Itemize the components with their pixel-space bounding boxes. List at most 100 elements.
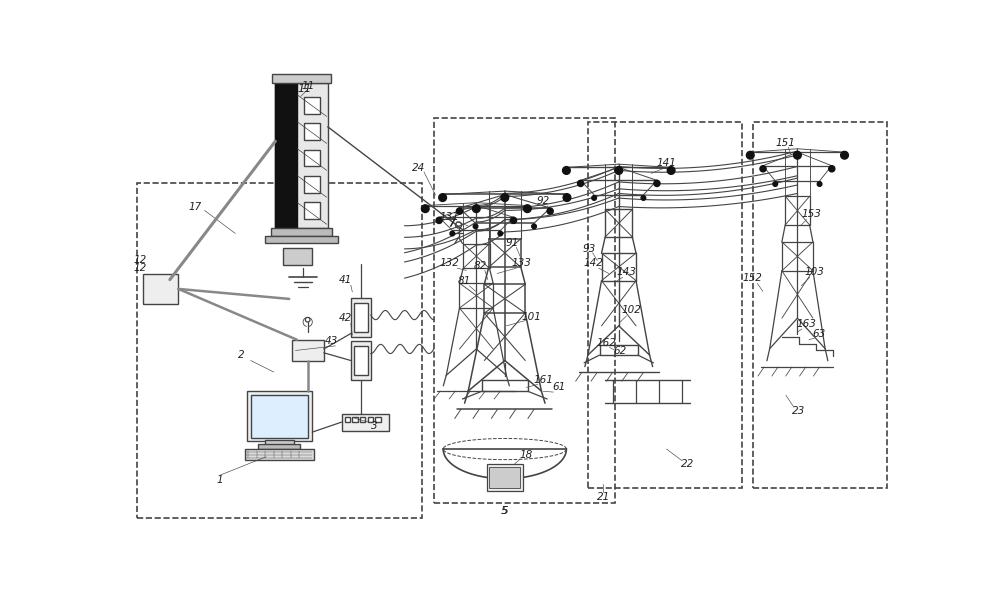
Text: 131: 131 <box>439 212 459 221</box>
Bar <box>342 414 389 431</box>
Bar <box>275 83 328 228</box>
Bar <box>354 303 368 332</box>
Circle shape <box>524 205 531 212</box>
Text: 132: 132 <box>439 258 459 268</box>
Text: 62: 62 <box>614 346 627 355</box>
Bar <box>351 341 371 380</box>
Circle shape <box>794 151 801 159</box>
Text: 142: 142 <box>583 258 603 268</box>
Bar <box>375 417 381 422</box>
Bar <box>345 417 350 422</box>
Bar <box>304 123 320 141</box>
Bar <box>360 417 365 422</box>
Circle shape <box>501 194 509 202</box>
Text: 21: 21 <box>597 492 610 502</box>
Text: 11: 11 <box>297 84 312 94</box>
Text: 82: 82 <box>474 261 487 271</box>
Text: 17: 17 <box>189 202 202 212</box>
Circle shape <box>450 231 455 236</box>
Text: 101: 101 <box>522 312 542 322</box>
Circle shape <box>829 166 835 172</box>
Text: 161: 161 <box>533 375 553 385</box>
Circle shape <box>473 224 478 228</box>
Circle shape <box>439 194 446 202</box>
Text: 7: 7 <box>448 218 454 228</box>
Bar <box>283 248 312 265</box>
Circle shape <box>532 224 536 228</box>
Circle shape <box>472 205 480 212</box>
Circle shape <box>641 196 646 200</box>
Bar <box>354 346 368 375</box>
Circle shape <box>817 182 822 187</box>
Text: 22: 22 <box>681 459 695 469</box>
Text: 81: 81 <box>458 276 471 286</box>
Bar <box>304 97 320 114</box>
Circle shape <box>510 217 517 224</box>
Circle shape <box>436 217 442 224</box>
Text: 103: 103 <box>804 267 824 277</box>
Text: 91: 91 <box>506 237 519 248</box>
Bar <box>304 150 320 166</box>
Text: 162: 162 <box>597 338 616 348</box>
Circle shape <box>841 151 848 159</box>
Text: 143: 143 <box>617 267 636 277</box>
Circle shape <box>592 196 596 200</box>
Circle shape <box>667 167 675 175</box>
Bar <box>251 395 308 438</box>
Text: 63: 63 <box>812 328 826 338</box>
Text: 153: 153 <box>801 209 821 219</box>
Bar <box>368 417 373 422</box>
Bar <box>258 444 300 449</box>
Bar <box>304 202 320 219</box>
Bar <box>137 184 422 518</box>
Circle shape <box>746 151 754 159</box>
Circle shape <box>547 208 553 214</box>
Text: 163: 163 <box>797 319 817 329</box>
Circle shape <box>563 167 570 175</box>
Bar <box>271 228 332 236</box>
Text: 42: 42 <box>339 313 352 323</box>
Text: 5: 5 <box>501 506 508 515</box>
Bar <box>434 118 615 503</box>
Circle shape <box>760 166 766 172</box>
Text: 92: 92 <box>537 196 550 206</box>
Text: 2: 2 <box>238 350 245 360</box>
Text: 102: 102 <box>622 306 642 316</box>
Text: 18: 18 <box>520 450 533 460</box>
Text: 141: 141 <box>657 158 676 167</box>
Text: 61: 61 <box>552 383 565 392</box>
Circle shape <box>615 167 623 175</box>
Bar <box>753 122 887 487</box>
Bar <box>352 417 358 422</box>
Text: 1: 1 <box>217 475 223 485</box>
Bar <box>143 274 178 304</box>
Text: 133: 133 <box>512 258 532 268</box>
Bar <box>247 391 312 441</box>
Text: 5: 5 <box>501 506 508 515</box>
Text: 23: 23 <box>792 405 806 416</box>
Bar <box>588 122 742 487</box>
Circle shape <box>563 194 571 202</box>
Text: 151: 151 <box>776 138 796 148</box>
Text: 11: 11 <box>301 81 314 91</box>
Circle shape <box>456 208 463 214</box>
Text: 24: 24 <box>412 163 425 173</box>
Circle shape <box>421 205 429 212</box>
Bar <box>272 74 331 83</box>
Bar <box>275 83 297 228</box>
Bar <box>292 340 324 361</box>
Circle shape <box>577 181 584 187</box>
Bar <box>265 236 338 243</box>
Text: 3: 3 <box>371 421 377 431</box>
Bar <box>245 449 314 460</box>
Text: 93: 93 <box>583 244 596 254</box>
Text: 41: 41 <box>339 274 352 285</box>
Text: 12: 12 <box>134 263 147 273</box>
Circle shape <box>654 181 660 187</box>
Text: 7: 7 <box>448 219 454 229</box>
Circle shape <box>773 182 778 187</box>
Bar <box>489 467 520 489</box>
Text: 12: 12 <box>133 255 146 266</box>
Text: 152: 152 <box>743 273 763 283</box>
Bar <box>265 440 294 446</box>
